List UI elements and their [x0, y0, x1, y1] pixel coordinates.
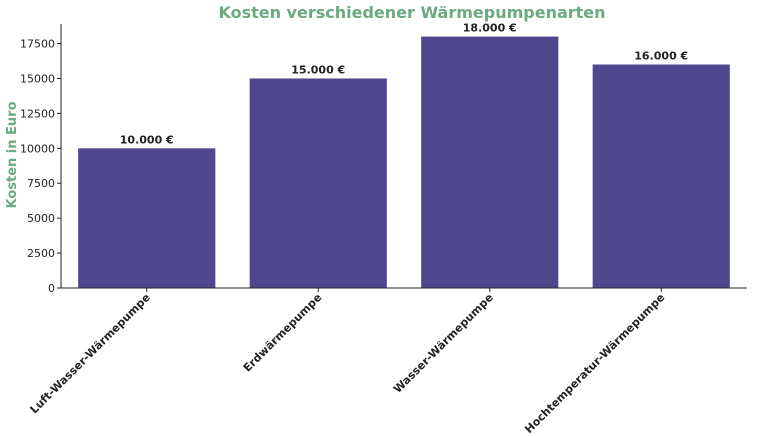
data-label: 16.000 € [634, 50, 688, 63]
y-tick-label: 17500 [20, 38, 55, 51]
y-axis: 0 2500 5000 7500 10000 12500 15000 17500 [20, 24, 62, 295]
x-tick-label: Luft-Wasser-Wärmepumpe [28, 291, 153, 416]
data-label: 18.000 € [463, 22, 517, 35]
bar [249, 78, 387, 288]
bar [78, 148, 216, 288]
y-tick-label: 7500 [27, 177, 55, 190]
y-tick-label: 5000 [27, 212, 55, 225]
data-label: 15.000 € [291, 63, 345, 76]
y-axis-label: Kosten in Euro [5, 101, 20, 208]
y-tick-label: 12500 [20, 107, 55, 120]
y-tick-label: 2500 [27, 247, 55, 260]
y-tick-label: 15000 [20, 72, 55, 85]
bar [421, 36, 559, 289]
bars-group: 10.000 € 15.000 € 18.000 € 16.000 € [78, 22, 730, 289]
chart-title: Kosten verschiedener Wärmepumpenarten [218, 3, 605, 22]
data-label: 10.000 € [120, 133, 174, 146]
y-tick-label: 0 [48, 282, 55, 295]
x-tick-label: Hochtemperatur-Wärmepumpe [522, 291, 667, 436]
bar [592, 64, 730, 288]
x-axis: Luft-Wasser-Wärmepumpe Erdwärmepumpe Wasse… [28, 287, 747, 436]
x-tick-label: Erdwärmepumpe [241, 291, 325, 375]
y-tick-label: 10000 [20, 142, 55, 155]
x-tick-label: Wasser-Wärmepumpe [391, 291, 496, 396]
